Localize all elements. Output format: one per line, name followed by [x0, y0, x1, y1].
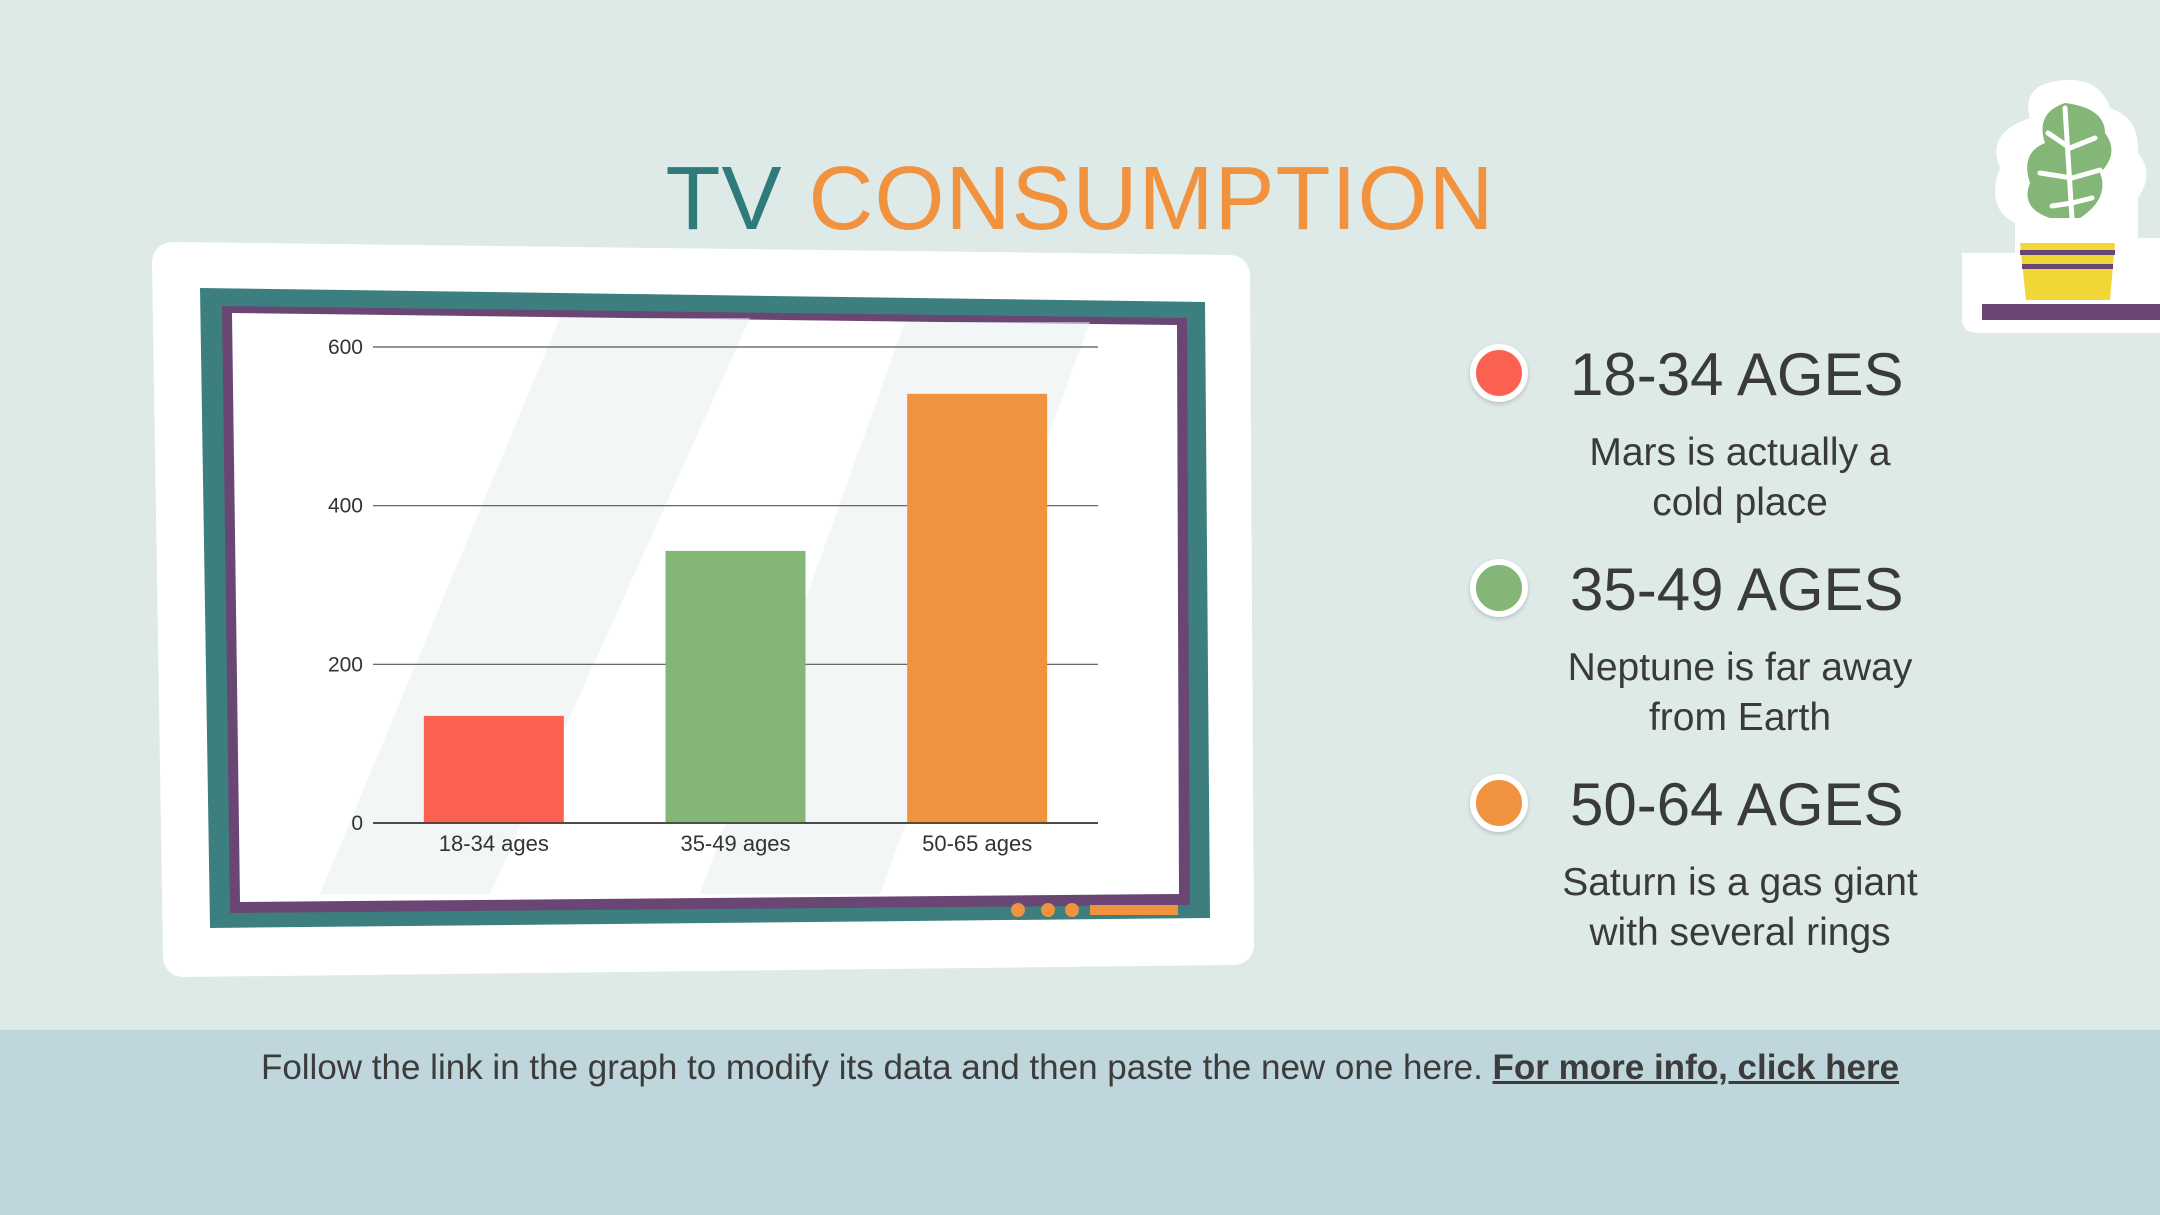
legend-title: 18-34 AGES	[1570, 341, 1904, 408]
legend-title: 50-64 AGES	[1570, 771, 1904, 838]
legend-dot-orange	[1470, 774, 1528, 832]
legend-desc-line: Neptune is far away	[1567, 646, 1913, 689]
legend-desc-line: cold place	[1652, 481, 1828, 524]
y-tick-label: 400	[328, 495, 363, 518]
tv-chart-frame: 0 200 400 600 18-34 ages 35-49 ages 50-65 ages	[0, 0, 1300, 1000]
legend-description: Saturn is a gas giant with several rings	[1530, 858, 1950, 958]
y-tick-label: 0	[351, 812, 363, 835]
legend-desc-line: Saturn is a gas giant	[1562, 861, 1918, 904]
potted-plant-icon	[1960, 78, 2160, 353]
title-part-consumption: CONSUMPTION	[808, 149, 1495, 249]
legend-title: 35-49 AGES	[1570, 556, 1904, 623]
legend-desc-line: Mars is actually a	[1589, 431, 1891, 474]
x-tick-label: 18-34 ages	[439, 831, 549, 856]
legend-desc-line: from Earth	[1648, 696, 1832, 739]
bar-18-34-ages	[423, 715, 564, 823]
y-tick-label: 600	[328, 336, 363, 359]
tv-icon: 0 200 400 600 18-34 ages 35-49 ages 50-65 ages	[152, 242, 1254, 977]
legend-dot-green	[1470, 559, 1528, 617]
y-tick-label: 200	[328, 653, 363, 676]
legend-description: Mars is actually a cold place	[1530, 428, 1950, 528]
bar-chart: 0 200 400 600 18-34 ages 35-49 ages 50-65 ages	[328, 336, 1098, 856]
legend-desc-line: with several rings	[1589, 911, 1891, 954]
more-info-link[interactable]: For more info, click here	[1492, 1048, 1900, 1087]
legend-description: Neptune is far away from Earth	[1530, 643, 1950, 743]
bar-35-49-ages	[665, 550, 806, 823]
title-part-tv: TV	[665, 149, 783, 249]
footer-text: Follow the link in the graph to modify i…	[260, 1048, 1493, 1087]
page-title: TV CONSUMPTION	[0, 148, 2160, 251]
bar-50-65-ages	[907, 393, 1048, 823]
footer-band	[0, 1030, 2160, 1215]
footer-note: Follow the link in the graph to modify i…	[0, 1048, 2160, 1088]
x-tick-label: 35-49 ages	[680, 831, 790, 856]
legend-dot-red	[1470, 344, 1528, 402]
x-tick-label: 50-65 ages	[922, 831, 1032, 856]
